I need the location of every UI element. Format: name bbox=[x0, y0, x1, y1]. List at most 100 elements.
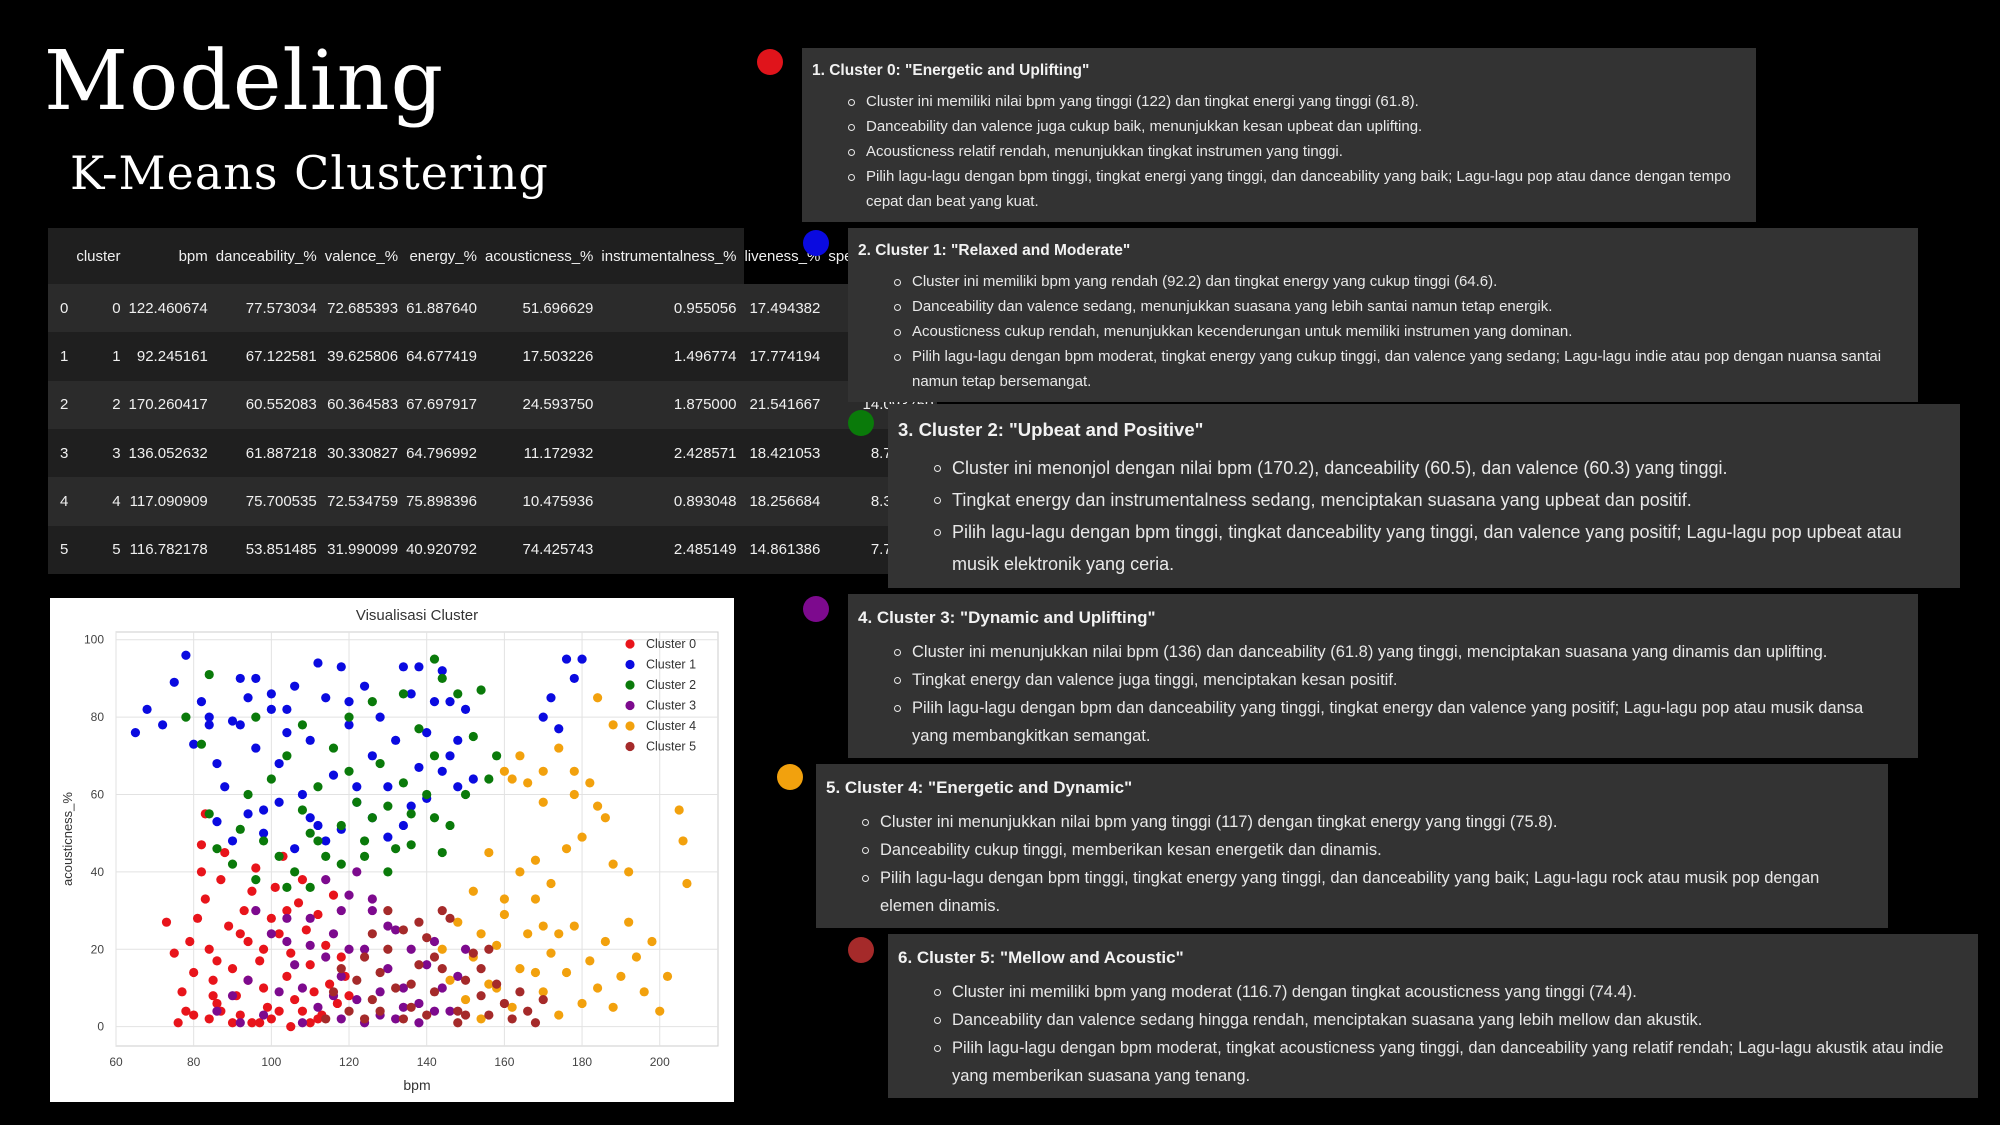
scatter-point bbox=[325, 979, 335, 989]
scatter-point bbox=[422, 789, 432, 800]
scatter-point bbox=[235, 929, 245, 939]
cluster-color-dot bbox=[848, 410, 874, 436]
table-cell: 170.260417 bbox=[128, 396, 208, 414]
scatter-point bbox=[251, 743, 261, 753]
page-title: Modeling bbox=[44, 34, 445, 129]
table-cell: 75.700535 bbox=[245, 492, 317, 510]
y-axis-label: acousticness_% bbox=[60, 792, 75, 886]
table-cell: 14.861386 bbox=[749, 541, 821, 559]
scatter-point bbox=[406, 689, 416, 699]
scatter-point bbox=[499, 998, 509, 1009]
scatter-point bbox=[375, 967, 385, 978]
scatter-point bbox=[336, 971, 346, 981]
table-row: 0 0 122.460674 77.573034 72.685393 61.887640 5… bbox=[48, 284, 938, 333]
scatter-point bbox=[445, 913, 455, 923]
scatter-point bbox=[305, 1018, 315, 1028]
scatter-point bbox=[398, 1014, 409, 1024]
scatter-point bbox=[577, 998, 587, 1009]
table-header-cell: energy_% bbox=[409, 247, 477, 265]
scatter-point bbox=[321, 952, 331, 962]
cluster-bullet: Cluster ini memiliki bpm yang rendah (92… bbox=[894, 269, 1902, 294]
scatter-point bbox=[367, 751, 377, 761]
scatter-point bbox=[204, 712, 214, 722]
scatter-point bbox=[515, 751, 525, 761]
cluster-bullet-list: Cluster ini memiliki bpm yang moderat (1… bbox=[898, 978, 1962, 1090]
scatter-point bbox=[274, 851, 284, 862]
scatter-point bbox=[492, 979, 502, 989]
scatter-point bbox=[169, 677, 179, 687]
scatter-point bbox=[336, 820, 346, 831]
scatter-point bbox=[484, 979, 494, 989]
table-cell: 2.485149 bbox=[673, 541, 737, 559]
scatter-point bbox=[538, 712, 548, 722]
cluster-scatter-chart: Visualisasi Cluster 60 80 100 120 140 160 180 2… bbox=[50, 598, 734, 1102]
scatter-point bbox=[507, 774, 517, 784]
scatter-point bbox=[235, 673, 245, 684]
scatter-point bbox=[530, 1018, 541, 1028]
scatter-point bbox=[305, 828, 315, 838]
scatter-point bbox=[212, 844, 222, 854]
table-cell: 17.503226 bbox=[522, 347, 594, 365]
scatter-point bbox=[196, 697, 207, 707]
scatter-point bbox=[266, 913, 276, 923]
scatter-point bbox=[262, 1002, 273, 1012]
scatter-point bbox=[437, 944, 447, 954]
scatter-point bbox=[321, 836, 331, 846]
table-header-cell: danceability_% bbox=[215, 247, 317, 265]
scatter-point bbox=[297, 875, 308, 885]
table-cell: 11.172932 bbox=[523, 444, 594, 462]
cluster-description-box: 2. Cluster 1: "Relaxed and Moderate" Clus… bbox=[848, 228, 1918, 402]
scatter-point bbox=[282, 971, 292, 981]
scatter-point bbox=[476, 991, 486, 1001]
scatter-point bbox=[227, 836, 238, 846]
scatter-point bbox=[220, 847, 230, 858]
scatter-point bbox=[251, 863, 261, 873]
scatter-point bbox=[600, 936, 610, 947]
scatter-point bbox=[274, 929, 284, 939]
scatter-point bbox=[332, 998, 342, 1009]
table-cell: 51.696629 bbox=[522, 299, 594, 317]
cluster-bullet-list: Cluster ini memiliki bpm yang rendah (92… bbox=[858, 269, 1902, 394]
scatter-point bbox=[499, 909, 509, 920]
cluster-description-box: 6. Cluster 5: "Mellow and Acoustic" Clust… bbox=[888, 934, 1978, 1098]
scatter-point bbox=[429, 1006, 440, 1016]
scatter-point bbox=[406, 809, 416, 819]
scatter-point bbox=[297, 720, 308, 730]
scatter-point bbox=[391, 925, 401, 935]
scatter-point bbox=[437, 673, 447, 684]
scatter-point bbox=[297, 789, 308, 800]
scatter-point bbox=[468, 731, 478, 742]
cluster-bullet: Cluster ini menunjukkan nilai bpm (136) … bbox=[894, 638, 1902, 666]
table-cell: 122.460674 bbox=[128, 299, 208, 317]
scatter-point bbox=[624, 917, 634, 927]
scatter-point bbox=[453, 1006, 463, 1016]
cluster-color-dot bbox=[803, 596, 829, 622]
scatter-point bbox=[383, 832, 393, 842]
scatter-point bbox=[336, 952, 346, 962]
scatter-point bbox=[561, 654, 572, 664]
scatter-point bbox=[321, 875, 331, 885]
scatter-point bbox=[414, 917, 424, 927]
scatter-point bbox=[359, 1014, 370, 1024]
table-cell: 2 bbox=[60, 396, 69, 414]
scatter-point bbox=[258, 1010, 269, 1020]
scatter-point bbox=[177, 987, 187, 997]
cluster-description-box: 5. Cluster 4: "Energetic and Dynamic" Clu… bbox=[816, 764, 1888, 928]
table-cell: 30.330827 bbox=[327, 444, 399, 462]
scatter-point bbox=[367, 905, 377, 916]
scatter-point bbox=[359, 836, 370, 846]
scatter-point bbox=[429, 952, 440, 962]
scatter-point bbox=[251, 673, 261, 684]
scatter-point bbox=[255, 1018, 265, 1028]
scatter-point bbox=[181, 650, 191, 660]
scatter-point bbox=[414, 960, 424, 970]
scatter-point bbox=[375, 712, 385, 722]
chart-title: Visualisasi Cluster bbox=[356, 607, 478, 624]
scatter-point bbox=[445, 697, 455, 707]
scatter-point bbox=[398, 820, 409, 831]
legend-label: Cluster 1 bbox=[646, 658, 696, 672]
scatter-point bbox=[290, 867, 300, 877]
scatter-point bbox=[406, 944, 416, 954]
scatter-point bbox=[383, 944, 393, 954]
cluster-title: 4. Cluster 3: "Dynamic and Uplifting" bbox=[858, 608, 1156, 627]
